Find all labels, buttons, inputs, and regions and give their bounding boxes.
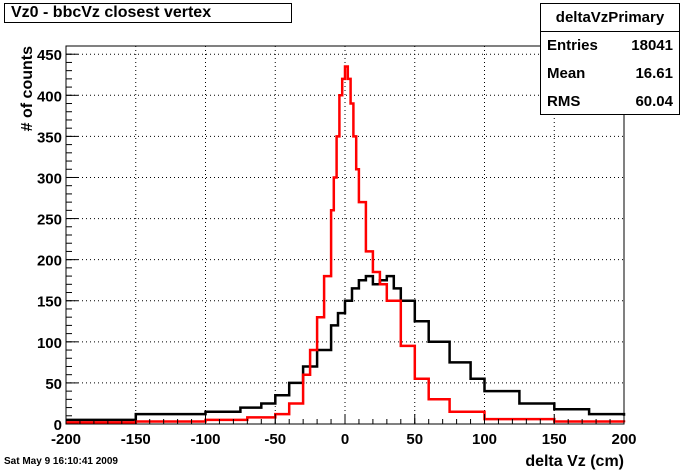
plot-frame <box>65 45 625 425</box>
y-tick-label: 150 <box>37 294 62 311</box>
stats-label: Mean <box>547 65 586 82</box>
x-tick-label: -200 <box>51 431 81 448</box>
x-tick-label: 100 <box>472 431 497 448</box>
chart-title: Vz0 - bbcVz closest vertex <box>4 3 292 23</box>
y-tick-label: 200 <box>37 253 62 270</box>
stats-row-mean: Mean 16.61 <box>541 60 679 88</box>
y-tick-label: 300 <box>37 170 62 187</box>
stats-label: Entries <box>547 37 598 54</box>
stats-value: 60.04 <box>635 93 673 110</box>
stats-value: 18041 <box>631 37 673 54</box>
y-tick-label: 250 <box>37 212 62 229</box>
y-tick-label: 400 <box>37 88 62 105</box>
timestamp: Sat May 9 16:10:41 2009 <box>4 456 118 467</box>
y-axis: 0 50 100 150 200 250 300 350 400 450 <box>37 45 78 434</box>
stats-row-entries: Entries 18041 <box>541 32 679 60</box>
y-axis-label: # of counts <box>19 46 36 131</box>
y-tick-label: 450 <box>37 47 62 64</box>
stats-row-rms: RMS 60.04 <box>541 88 679 116</box>
x-tick-label: 50 <box>406 431 423 448</box>
y-tick-label: 100 <box>37 335 62 352</box>
series-line-1 <box>66 274 626 422</box>
x-tick-label: -50 <box>264 431 286 448</box>
stats-value: 16.61 <box>635 65 673 82</box>
x-tick-label: -100 <box>190 431 220 448</box>
series-layer <box>66 65 626 424</box>
x-tick-label: 0 <box>341 431 349 448</box>
stats-title: deltaVzPrimary <box>541 4 679 32</box>
x-tick-label: -150 <box>121 431 151 448</box>
x-tick-label: 150 <box>542 431 567 448</box>
x-tick-label: 200 <box>611 431 636 448</box>
series-line-0 <box>66 65 626 424</box>
stats-box: deltaVzPrimary Entries 18041 Mean 16.61 … <box>540 3 680 115</box>
stats-label: RMS <box>547 93 581 110</box>
y-tick-label: 350 <box>37 129 62 146</box>
y-tick-label: 50 <box>45 376 62 393</box>
y-tick-label: 0 <box>54 417 62 434</box>
x-axis: -200 -150 -100 -50 0 50 100 150 200 <box>51 414 637 448</box>
grid <box>66 46 624 424</box>
x-axis-label: delta Vz (cm) <box>525 453 624 470</box>
